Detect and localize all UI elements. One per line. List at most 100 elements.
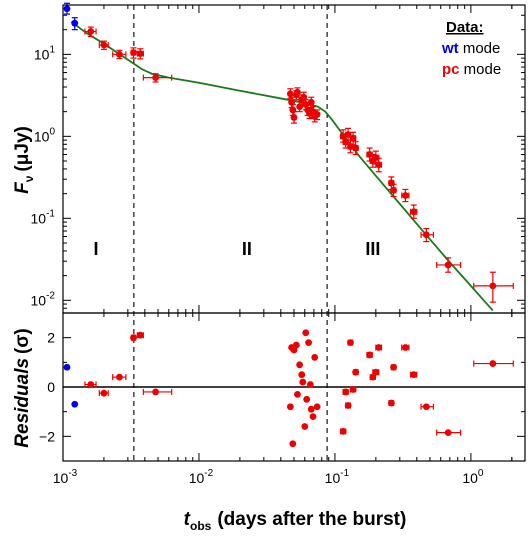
- x-label-main: t: [184, 509, 191, 530]
- data-marker: [390, 186, 397, 194]
- flux-point-pc: [286, 88, 294, 100]
- data-marker: [313, 111, 321, 118]
- flux-point-pc: [409, 204, 418, 219]
- flux-point-pc: [84, 26, 97, 38]
- data-marker: [100, 41, 108, 49]
- residual-point-pc: [311, 354, 319, 361]
- flux-point-pc: [130, 47, 137, 59]
- flux-point-pc: [473, 271, 514, 303]
- flux-point-pc: [375, 157, 383, 173]
- data-marker: [309, 413, 317, 420]
- segment-label: II: [242, 239, 252, 259]
- flux-point-pc: [307, 96, 315, 109]
- data-marker: [136, 331, 144, 339]
- flux-point-pc: [142, 73, 173, 83]
- data-marker: [375, 161, 383, 169]
- data-marker: [307, 405, 315, 413]
- data-marker: [303, 395, 311, 403]
- data-marker: [307, 98, 315, 106]
- data-marker: [63, 363, 71, 371]
- residual-point-pc: [136, 331, 144, 339]
- data-marker: [130, 49, 137, 57]
- data-marker: [136, 50, 144, 58]
- residual-point-wt: [71, 400, 79, 408]
- flux-point-pc: [347, 139, 354, 154]
- data-marker: [422, 231, 430, 239]
- data-marker: [366, 151, 374, 158]
- residual-point-pc: [142, 388, 173, 396]
- residual-point-pc: [349, 386, 357, 393]
- residual-point-pc: [401, 344, 410, 351]
- residual-point-pc: [387, 399, 395, 407]
- residual-point-pc: [301, 423, 309, 430]
- data-marker: [71, 400, 79, 408]
- data-marker: [294, 391, 301, 398]
- data-marker: [292, 341, 300, 349]
- residual-point-pc: [339, 428, 347, 435]
- data-marker: [302, 329, 310, 337]
- data-marker: [152, 74, 160, 82]
- residual-point-pc: [84, 381, 97, 388]
- legend-wt-code: wt: [441, 40, 459, 57]
- data-marker: [116, 373, 123, 381]
- data-marker: [294, 88, 301, 96]
- data-marker: [286, 403, 294, 411]
- residual-point-pc: [375, 344, 383, 351]
- y-tick-label: 100: [34, 126, 56, 144]
- y-tick-label-exp: 0: [49, 126, 55, 137]
- data-marker: [489, 282, 497, 290]
- x-tick-label-base: 10: [325, 470, 341, 486]
- flux-point-pc: [420, 227, 435, 243]
- residual-point-pc: [299, 378, 307, 386]
- residual-y-tick-label: 0: [47, 379, 55, 395]
- data-marker: [152, 388, 160, 396]
- data-marker: [300, 93, 308, 101]
- data-marker: [290, 114, 298, 121]
- residual-point-pc: [390, 363, 397, 371]
- data-marker: [301, 423, 309, 430]
- y-tick-label-base: 10: [34, 128, 50, 144]
- residual-point-pc: [296, 361, 304, 369]
- data-marker: [289, 106, 297, 114]
- data-marker: [313, 403, 321, 411]
- residual-point-pc: [342, 388, 350, 396]
- flux-point-wt: [63, 2, 71, 15]
- y-tick-label-exp: -1: [46, 208, 55, 219]
- data-marker: [344, 402, 352, 409]
- residual-point-pc: [352, 368, 360, 376]
- residual-point-pc: [307, 405, 315, 413]
- data-marker: [352, 144, 360, 152]
- x-tick-label-base: 10: [462, 470, 478, 486]
- residual-point-pc: [286, 403, 294, 411]
- legend: Data: wt mode pc mode: [441, 19, 501, 78]
- x-tick-label-exp: -2: [204, 468, 213, 479]
- flux-point-pc: [98, 40, 109, 50]
- residual-point-pc: [306, 381, 314, 388]
- data-marker: [422, 403, 430, 411]
- data-marker: [299, 378, 307, 386]
- y-tick-label: 10-2: [31, 290, 56, 308]
- data-marker: [298, 371, 306, 379]
- residual-point-pc: [302, 329, 310, 337]
- residual-point-pc: [420, 403, 435, 411]
- x-tick-label: 10-3: [53, 468, 78, 486]
- data-marker: [342, 388, 350, 396]
- model-line: [70, 21, 494, 312]
- segment-label: III: [365, 239, 380, 259]
- flux-point-pc: [136, 48, 144, 60]
- residual-point-pc: [372, 368, 380, 376]
- x-tick-label-exp: -1: [340, 468, 349, 479]
- flux-y-label-unit: (μJy): [12, 126, 33, 171]
- data-marker: [372, 368, 380, 376]
- flux-point-pc: [401, 188, 410, 203]
- residual-point-pc: [409, 371, 418, 379]
- data-marker: [296, 361, 304, 369]
- residual-point-pc: [303, 395, 311, 403]
- flux-axis-ticks: [62, 4, 525, 314]
- flux-y-axis-label: Fν (μJy): [12, 126, 36, 194]
- y-tick-label-base: 10: [31, 292, 47, 308]
- data-marker: [116, 50, 123, 58]
- data-marker: [390, 363, 397, 371]
